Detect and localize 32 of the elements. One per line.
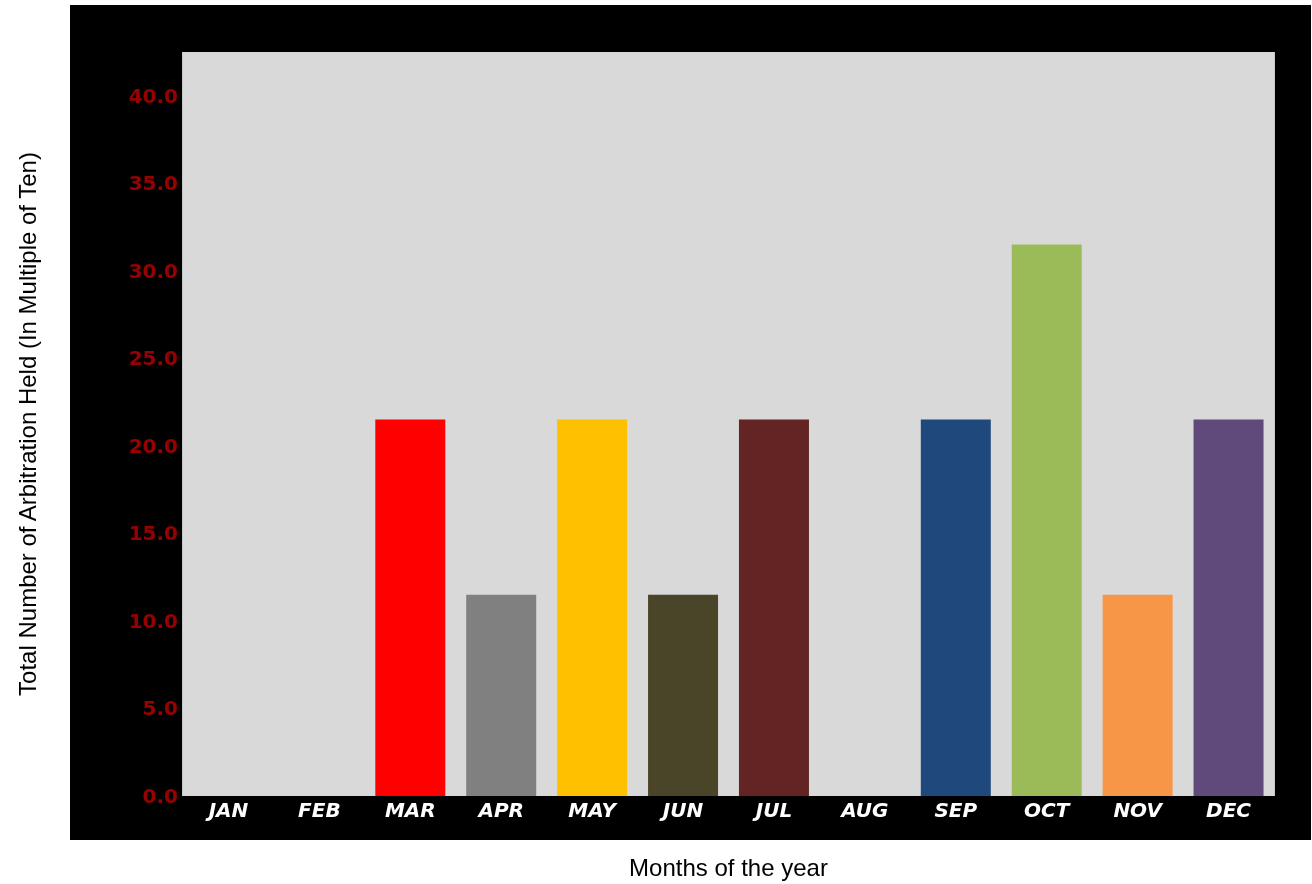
- x-tick-label: OCT: [1024, 798, 1071, 822]
- bar: [1193, 419, 1264, 796]
- y-axis-title: Total Number of Arbitration Held (In Multiple of Ten): [13, 152, 41, 696]
- y-tick-label: 10.0: [128, 608, 178, 633]
- bar: [920, 419, 991, 796]
- x-tick-label: JUN: [658, 798, 704, 822]
- y-tick-label: 0.0: [142, 784, 178, 808]
- y-tick-label: 20.0: [128, 433, 178, 458]
- x-tick-label: JAN: [204, 798, 249, 822]
- bar: [557, 419, 628, 796]
- x-tick-label: NOV: [1113, 798, 1164, 822]
- y-tick-label: 35.0: [128, 171, 178, 196]
- bar: [466, 594, 537, 796]
- y-tick-label: 5.0: [142, 696, 178, 721]
- y-tick-label: 15.0: [128, 521, 178, 546]
- x-tick-label: AUG: [839, 798, 889, 822]
- x-tick-label: SEP: [934, 798, 978, 822]
- x-axis-title: Months of the year: [629, 854, 828, 882]
- y-tick-label: 30.0: [128, 258, 178, 283]
- y-tick-label: 40.0: [128, 83, 178, 108]
- x-tick-label: APR: [476, 798, 524, 822]
- bar: [375, 419, 446, 796]
- bar: [648, 594, 719, 796]
- x-tick-label: DEC: [1206, 798, 1252, 822]
- x-tick-label: JUL: [751, 798, 793, 822]
- bar: [1102, 594, 1173, 796]
- x-tick-label: MAR: [384, 798, 436, 822]
- bar: [738, 419, 809, 796]
- x-tick-label: FEB: [298, 798, 341, 822]
- x-tick-label: MAY: [568, 798, 619, 822]
- bar: [1011, 244, 1082, 796]
- y-tick-label: 25.0: [128, 346, 178, 371]
